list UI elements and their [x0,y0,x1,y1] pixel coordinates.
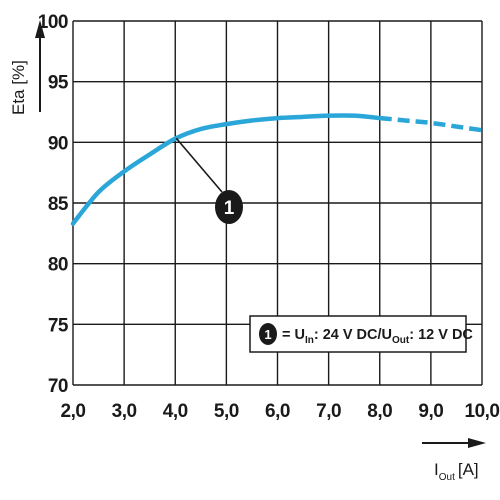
legend: 1 = UIn: 24 V DC/UOut: 12 V DC [249,315,473,353]
y-tick-label: 70 [48,376,68,397]
legend-marker-number: 1 [264,327,271,342]
y-tick-label: 100 [38,12,68,33]
y-tick-labels: 70 75 80 85 90 95 100 [38,12,70,397]
y-tick-label: 95 [48,73,69,94]
y-axis-label-group: Eta [%] [9,20,45,115]
grid [72,20,483,386]
legend-text: = UIn: 24 V DC/UOut: 12 V DC [282,327,473,346]
x-tick-label: 8,0 [367,401,392,422]
x-axis-arrow-head [468,438,486,448]
annotation-leader-line [175,137,223,193]
curve-annotation: 1 [175,137,243,224]
y-tick-label: 80 [48,255,68,276]
x-tick-labels: 2,0 3,0 4,0 5,0 6,0 7,0 8,0 9,0 10,0 [61,401,500,422]
legend-box [249,315,467,353]
y-axis-label: Eta [%] [9,60,28,115]
efficiency-curve-solid [70,113,382,226]
x-tick-label: 7,0 [316,401,341,422]
x-tick-label: 4,0 [163,401,188,422]
annotation-marker [215,190,243,224]
annotation-marker-number: 1 [224,198,235,219]
x-tick-label: 2,0 [61,401,86,422]
x-tick-label: 5,0 [214,401,239,422]
y-tick-label: 85 [48,194,69,215]
x-tick-label: 6,0 [265,401,290,422]
y-axis-arrow-head [35,20,45,38]
y-tick-label: 90 [48,133,68,154]
legend-marker [259,323,277,345]
x-tick-label: 9,0 [418,401,443,422]
y-tick-label: 75 [48,315,69,336]
x-tick-label: 3,0 [112,401,137,422]
x-tick-label: 10,0 [465,401,500,422]
x-axis-label-group: IOut [A] [422,438,486,483]
x-axis-label: IOut [A] [434,460,479,483]
